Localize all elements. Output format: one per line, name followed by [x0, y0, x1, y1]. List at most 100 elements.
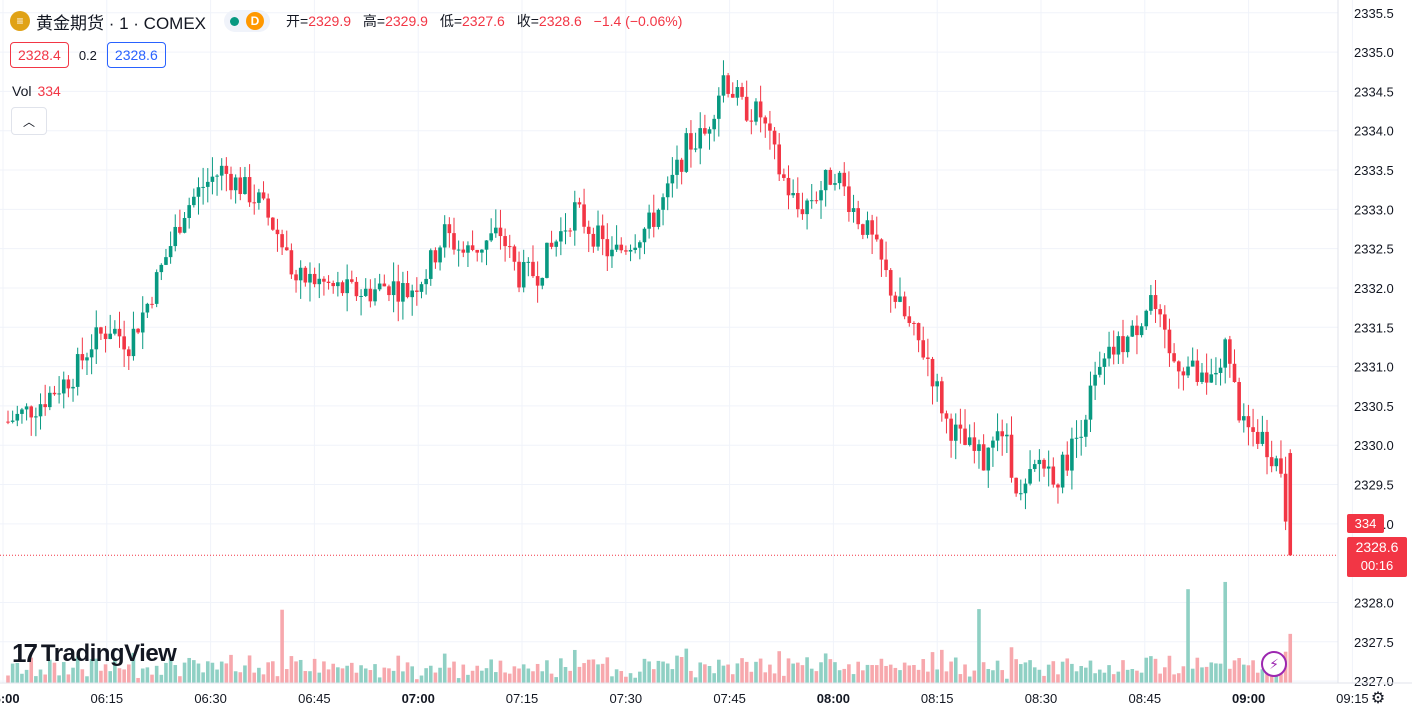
volume-bar [730, 674, 735, 683]
candle-body [210, 176, 215, 182]
buy-price-button[interactable]: 2328.6 [106, 42, 166, 68]
volume-bar [531, 671, 535, 683]
time-tick-label: 07:45 [713, 691, 746, 706]
volume-bar [24, 669, 29, 683]
time-axis[interactable]: 06:00 06:15 06:30 06:45 07:00 07:15 07:30 07:45… [0, 682, 1412, 706]
candle-body [740, 87, 744, 97]
candle-body [131, 328, 136, 357]
candle-body [861, 224, 865, 235]
chart-grid [0, 0, 1353, 683]
quote-box: 2328.4 0.2 2328.6 [10, 42, 166, 68]
volume-bar [168, 658, 173, 683]
price-tick-label: 2327.0 [1354, 674, 1394, 689]
candle-body [912, 322, 916, 324]
candle-body [554, 241, 559, 247]
candle-body [758, 101, 763, 118]
candle-body [949, 418, 953, 441]
lightning-icon[interactable]: ⚡ [1261, 651, 1287, 677]
low-value: 2327.6 [462, 13, 505, 29]
volume-bar [433, 672, 438, 683]
candle-body [902, 296, 907, 317]
volume-bar [638, 671, 642, 683]
time-tick-label: 08:00 [817, 691, 850, 706]
volume-bar [85, 676, 89, 683]
volume-bar [1186, 589, 1190, 683]
volume-bar [568, 670, 572, 683]
candle-body [94, 327, 99, 350]
candle-body [205, 181, 210, 187]
candle-body [187, 205, 191, 218]
gear-icon[interactable]: ⚙ [1370, 690, 1386, 707]
volume-bar [642, 658, 647, 683]
bar-countdown: 00:16 [1360, 558, 1394, 573]
volume-histogram [6, 581, 1293, 683]
volume-bar [721, 665, 726, 683]
sell-price-button[interactable]: 2328.4 [10, 42, 69, 68]
volume-bar [596, 664, 600, 683]
candle-body [15, 413, 20, 421]
volume-bar [447, 667, 452, 683]
volume-bar [66, 674, 71, 683]
candle-body [145, 303, 150, 313]
candle-body [605, 239, 610, 257]
volume-bar [178, 676, 182, 683]
volume-bar [1232, 660, 1237, 683]
candle-body [837, 172, 842, 184]
volume-bar [345, 665, 349, 683]
candle-body [159, 264, 164, 273]
volume-bar [535, 663, 540, 683]
tradingview-logo[interactable]: 17 TradingView [12, 638, 177, 669]
candle-body [391, 281, 396, 296]
volume-bar [554, 677, 559, 683]
time-tick-label: 07:15 [506, 691, 539, 706]
candle-body [266, 198, 270, 218]
candle-body [879, 239, 884, 260]
candle-body [647, 212, 651, 229]
volume-legend[interactable]: Vol 334 [12, 83, 61, 99]
candle-body [377, 283, 382, 290]
candle-body [744, 96, 749, 121]
volume-bar [888, 664, 893, 683]
ohlc-values: 开=2329.9 高=2329.9 低=2327.6 收=2328.6 −1.4… [286, 11, 682, 31]
price-axis[interactable]: 2335.5 2335.0 2334.5 2334.0 2333.5 2333.0 2332… [1337, 0, 1394, 689]
volume-bar [926, 671, 930, 683]
volume-bar [1056, 674, 1060, 683]
candle-body [577, 202, 582, 205]
candle-body [870, 220, 874, 235]
candle-body [1251, 427, 1255, 432]
candle-body [382, 283, 387, 287]
candle-body [730, 93, 735, 98]
volume-label: Vol [12, 83, 32, 99]
price-tick-label: 2327.5 [1354, 635, 1394, 650]
candle-body [461, 249, 466, 253]
volume-bar [1037, 669, 1042, 683]
volume-bar [600, 663, 605, 683]
candle-body [772, 130, 777, 145]
price-tick-label: 2328.0 [1354, 595, 1394, 610]
volume-bar [916, 669, 921, 683]
candle-body [800, 209, 805, 215]
open-value: 2329.9 [308, 13, 352, 29]
volume-bar [921, 659, 926, 683]
volume-bar [131, 652, 136, 683]
candle-body [763, 117, 768, 124]
candle-body [363, 288, 368, 296]
candle-body [596, 225, 600, 247]
volume-bar [791, 663, 795, 683]
collapse-legend-button[interactable]: ︿ [11, 107, 47, 135]
candle-body [196, 187, 201, 197]
volume-bar [1241, 664, 1246, 683]
volume-bar [628, 673, 633, 683]
candle-body [833, 183, 837, 185]
candle-body [480, 249, 484, 253]
volume-bar [805, 657, 809, 683]
candle-body [865, 220, 870, 235]
market-status-badge[interactable]: D [224, 10, 271, 32]
volume-bar [726, 664, 730, 683]
volume-bar [10, 663, 15, 683]
volume-bar [591, 659, 596, 683]
volume-bar [99, 670, 103, 683]
symbol-name[interactable]: 黄金期货 · 1 · COMEX [36, 13, 207, 33]
volume-bar [1209, 662, 1214, 683]
